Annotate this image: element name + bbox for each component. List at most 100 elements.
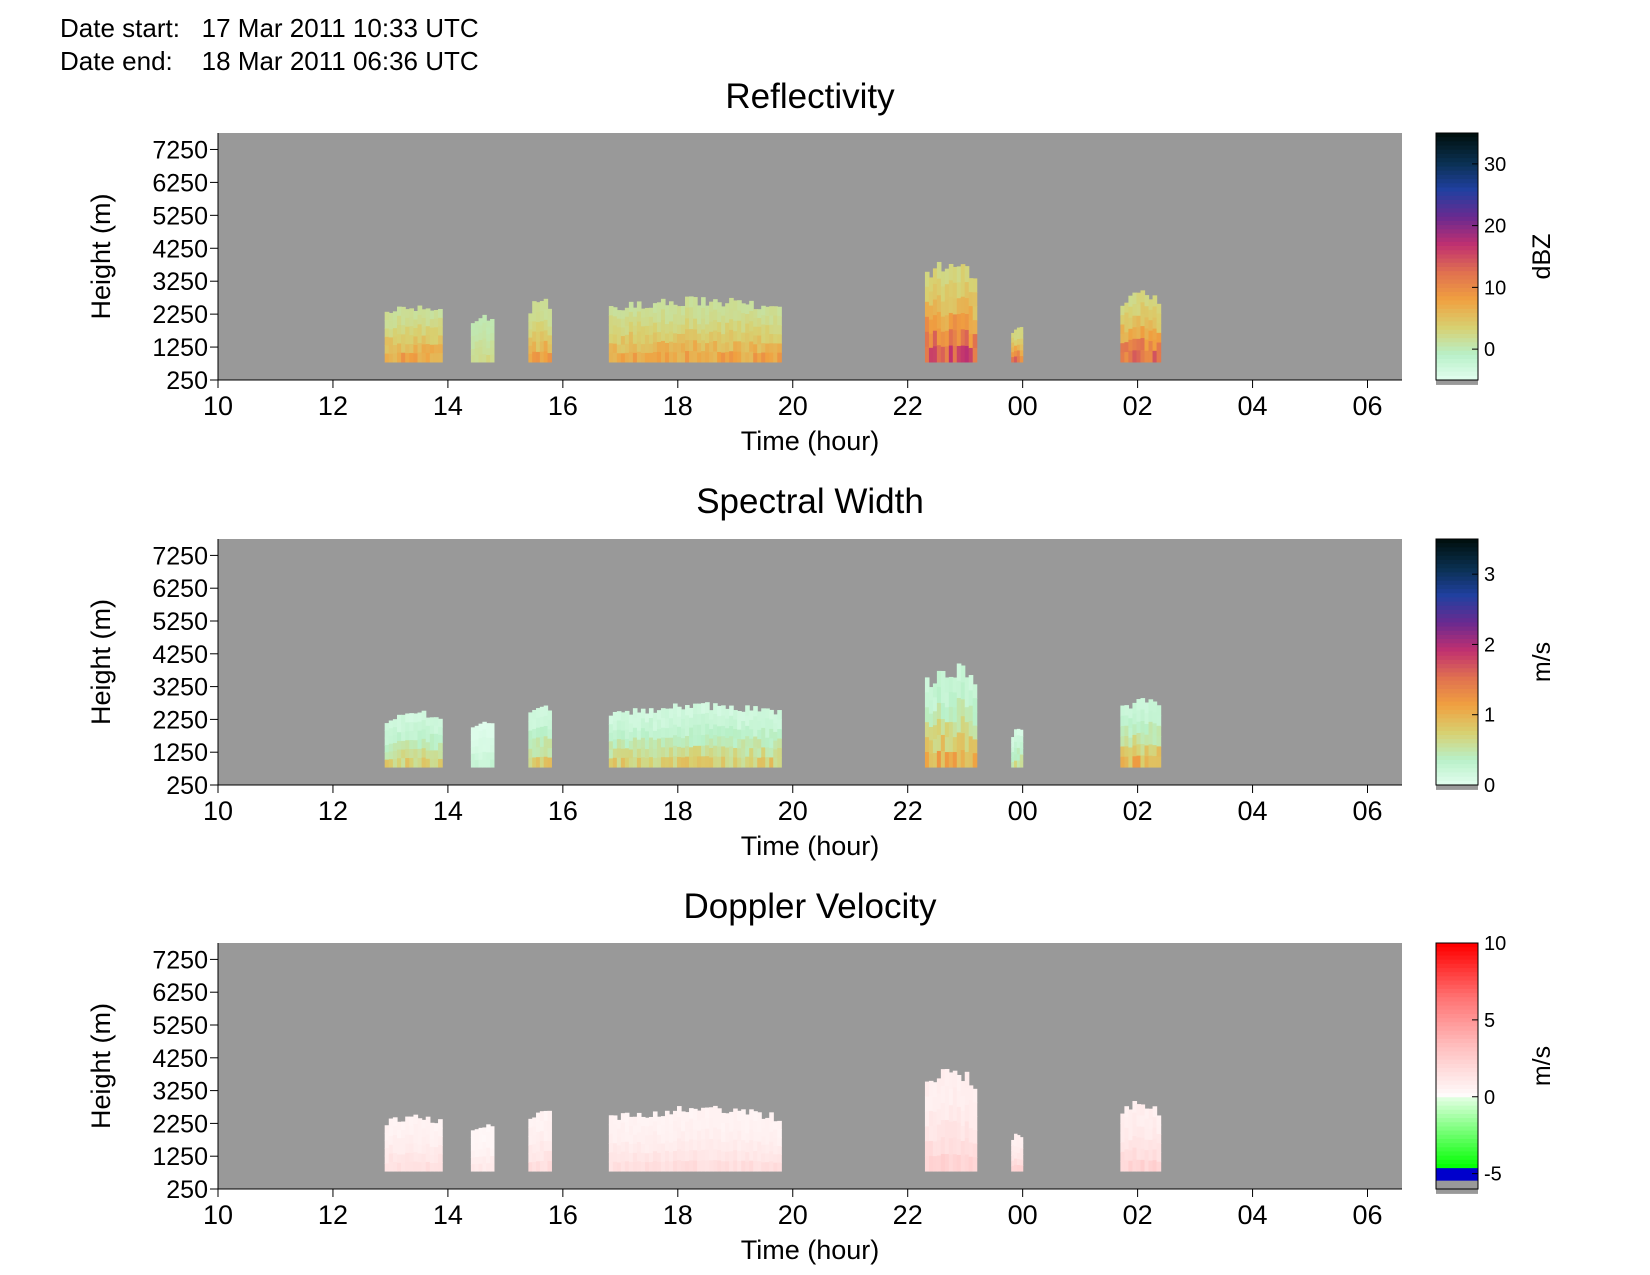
heatmap-cell (640, 737, 646, 749)
heatmap-cell (1016, 728, 1021, 736)
heatmap-cell (1014, 1133, 1018, 1141)
heatmap-cell (652, 1151, 658, 1162)
colorbar-band (1436, 304, 1478, 310)
heatmap-cell (773, 306, 778, 317)
heatmap-cell (677, 315, 682, 326)
heatmap-cell (624, 729, 630, 740)
heatmap-cell (717, 322, 722, 333)
heatmap-cell (656, 312, 662, 323)
x-tick-label: 02 (1123, 391, 1153, 421)
colorbar-tick-label: 5 (1484, 1010, 1495, 1032)
heatmap-cell (1144, 339, 1150, 352)
heatmap-cell (972, 1116, 978, 1131)
heatmap-cell (644, 343, 650, 354)
colorbar-band (1436, 325, 1478, 331)
heatmap-cell (956, 1122, 962, 1140)
heatmap-cell (677, 746, 682, 758)
heatmap-cell (737, 310, 742, 322)
heatmap-cell (405, 1116, 410, 1127)
colorbar-band (1436, 968, 1478, 973)
heatmap-cell (401, 758, 406, 768)
heatmap-cell (972, 739, 978, 754)
heatmap-cell (474, 732, 480, 741)
heatmap-cell (486, 1132, 491, 1141)
heatmap-cell (777, 325, 782, 335)
heatmap-cell (952, 1087, 958, 1105)
heatmap-cell (486, 1155, 491, 1164)
heatmap-cell (685, 340, 690, 352)
heatmap-cell (956, 266, 962, 283)
heatmap-cell (470, 1157, 476, 1165)
heatmap-cell (713, 351, 718, 363)
heatmap-cell (1019, 735, 1024, 743)
heatmap-cell (632, 727, 638, 739)
heatmap-cell (438, 353, 443, 363)
heatmap-cell (425, 326, 431, 336)
heatmap-cell (486, 334, 491, 342)
heatmap-cell (438, 1145, 443, 1155)
heatmap-cell (705, 333, 710, 344)
heatmap-cell (628, 1152, 634, 1163)
heatmap-cell (725, 1142, 730, 1153)
heatmap-cell (1128, 339, 1134, 352)
heatmap-cell (1140, 755, 1146, 768)
heatmap-cell (964, 1104, 970, 1122)
heatmap-cell (616, 711, 622, 722)
heatmap-cell (612, 721, 618, 731)
colorbar-band (1436, 755, 1478, 761)
colorbar-band (1436, 1076, 1478, 1082)
colorbar-band (1436, 1097, 1478, 1103)
heatmap-cell (624, 757, 630, 768)
colorbar-band (1436, 589, 1478, 594)
heatmap-cell (417, 712, 423, 723)
heatmap-cell (482, 744, 487, 753)
heatmap-cell (396, 740, 402, 751)
x-tick-label: 14 (433, 391, 463, 421)
heatmap-cell (470, 1137, 476, 1145)
heatmap-cell (620, 327, 626, 337)
heatmap-cell (620, 1122, 626, 1134)
heatmap-cell (968, 736, 974, 753)
heatmap-cell (1016, 333, 1021, 340)
colorbar-band (1436, 329, 1478, 335)
heatmap-cell (924, 722, 930, 738)
colorbar-band (1436, 246, 1478, 251)
colorbar-band (1436, 597, 1478, 603)
heatmap-cell (924, 1141, 930, 1157)
colorbar-band (1436, 680, 1478, 686)
heatmap-cell (944, 722, 950, 738)
heatmap-cell (924, 1111, 930, 1127)
heatmap-cell (608, 749, 614, 760)
heatmap-cell (1140, 743, 1146, 757)
heatmap-cell (1140, 314, 1146, 327)
heatmap-cell (384, 737, 390, 746)
heatmap-cell (528, 1118, 533, 1129)
heatmap-cell (1156, 725, 1162, 737)
heatmap-cell (689, 329, 694, 341)
heatmap-cell (1019, 1154, 1024, 1161)
heatmap-cell (392, 751, 398, 760)
heatmap-cell (741, 748, 746, 759)
heatmap-cell (944, 752, 950, 768)
heatmap-cell (737, 300, 742, 312)
heatmap-cell (948, 345, 954, 363)
heatmap-cell (729, 340, 734, 352)
heatmap-cell (960, 1081, 966, 1097)
heatmap-cell (660, 1116, 666, 1126)
y-tick-label: 5250 (152, 1012, 208, 1040)
x-axis-label: Time (hour) (741, 1235, 880, 1265)
heatmap-cell (384, 353, 390, 363)
heatmap-cell (709, 748, 714, 759)
heatmap-cell (697, 1130, 702, 1142)
heatmap-cell (1124, 1160, 1130, 1172)
heatmap-cell (490, 1133, 495, 1142)
heatmap-cell (685, 318, 690, 330)
heatmap-cell (672, 323, 678, 334)
heatmap-cell (733, 1118, 738, 1130)
heatmap-cell (928, 713, 934, 728)
heatmap-cell (1140, 721, 1146, 734)
heatmap-cell (924, 692, 930, 708)
colorbar-band (1436, 614, 1478, 619)
heatmap-cell (968, 1128, 974, 1144)
heatmap-cell (757, 729, 762, 740)
